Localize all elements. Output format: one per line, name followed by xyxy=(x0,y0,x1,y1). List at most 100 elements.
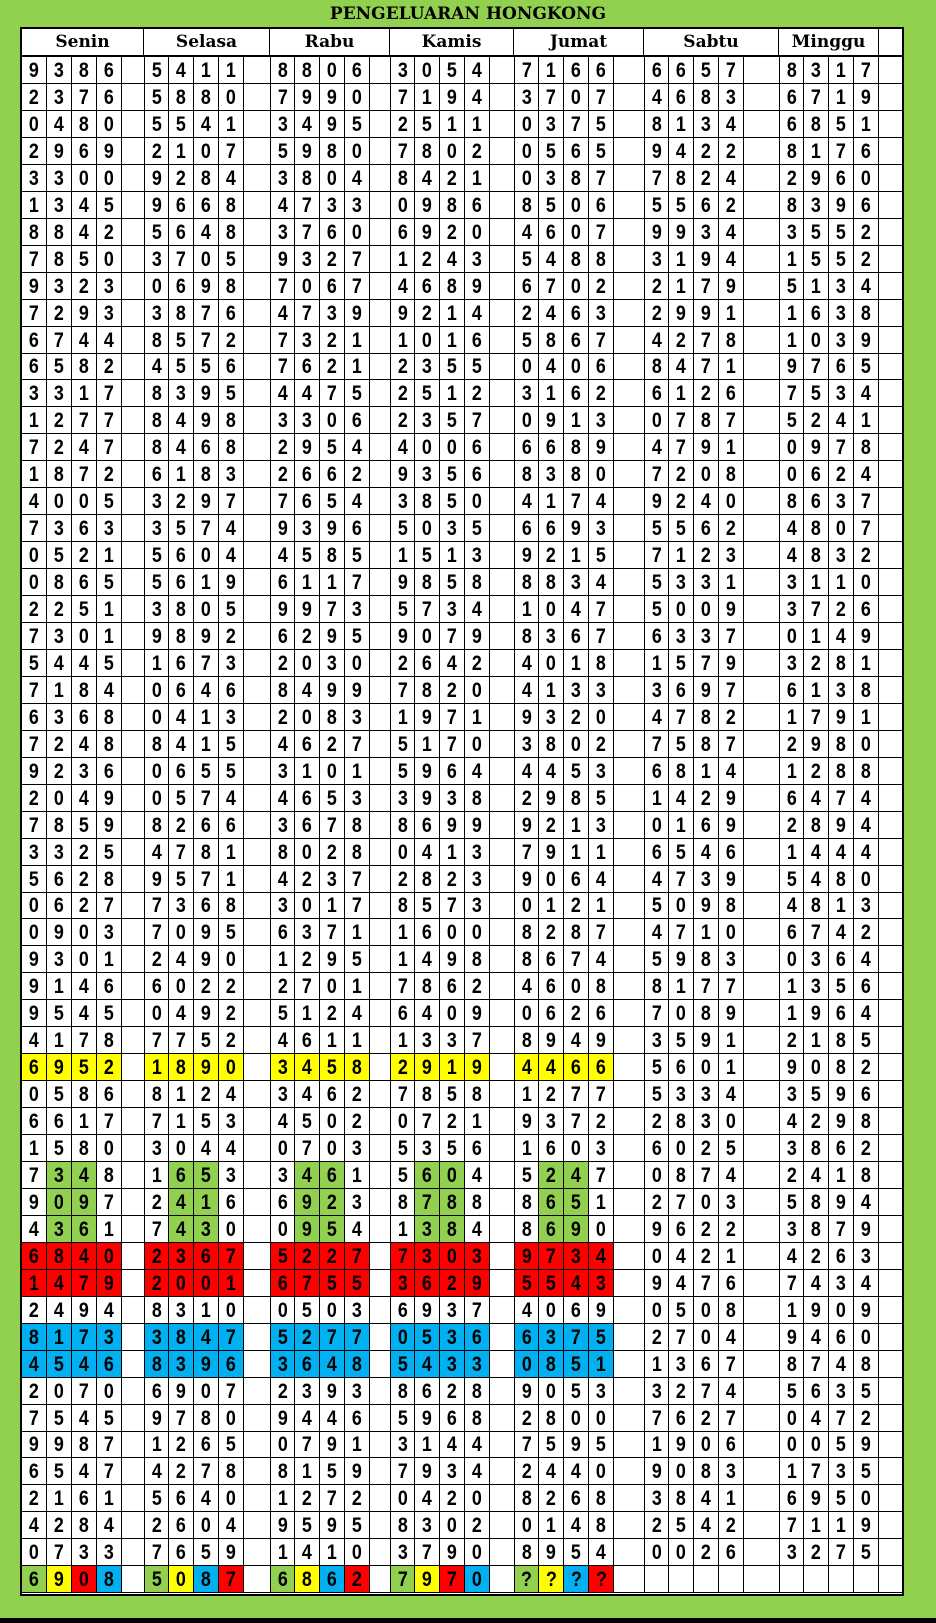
digit-cell: 4 xyxy=(71,1242,97,1269)
digit-cell: 9 xyxy=(514,1108,539,1135)
digit-cell: 7 xyxy=(668,407,694,434)
digit-cell: 8 xyxy=(693,83,719,110)
digit-cell: 7 xyxy=(319,1323,345,1350)
digit-cell: 7 xyxy=(538,272,564,299)
digit-cell: 3 xyxy=(96,919,122,946)
digit-cell: 8 xyxy=(319,137,345,164)
digit-cell: 6 xyxy=(344,1404,370,1431)
digit-cell: 2 xyxy=(344,1566,370,1593)
digit-cell: 8 xyxy=(144,1350,169,1377)
digit-cell: 2 xyxy=(168,164,194,191)
digit-cell: 1 xyxy=(270,946,295,973)
digit-cell: 8 xyxy=(144,1081,169,1108)
digit-cell: 9 xyxy=(344,676,370,703)
digit-cell: 2 xyxy=(96,1054,122,1081)
digit-cell: 8 xyxy=(96,1027,122,1054)
digit-cell: 1 xyxy=(514,1081,539,1108)
digit-cell: 7 xyxy=(344,1242,370,1269)
digit-cell: 2 xyxy=(779,811,804,838)
digit-cell: 1 xyxy=(563,811,589,838)
digit-cell: 6 xyxy=(439,1404,465,1431)
digit-cell: 6 xyxy=(644,838,669,865)
digit-cell: 7 xyxy=(588,622,614,649)
digit-cell: 4 xyxy=(588,488,614,515)
digit-cell: 0 xyxy=(588,703,614,730)
digit-cell: 4 xyxy=(294,1081,320,1108)
digit-cell: 7 xyxy=(828,1539,854,1566)
digit-cell: 3 xyxy=(414,1135,440,1161)
digit-cell: 3 xyxy=(71,757,97,784)
digit-cell: 0 xyxy=(22,892,47,919)
digit-cell: 9 xyxy=(294,1188,320,1215)
digit-cell: 6 xyxy=(644,380,669,407)
digit-cell: 4 xyxy=(588,865,614,892)
digit-cell: 5 xyxy=(193,757,219,784)
digit-cell: 9 xyxy=(414,1296,440,1323)
digit-cell: 4 xyxy=(514,1054,539,1081)
digit-cell: 4 xyxy=(218,784,244,811)
digit-cell: 8 xyxy=(390,892,415,919)
digit-cell: 7 xyxy=(588,218,614,245)
digit-cell: 3 xyxy=(693,865,719,892)
digit-cell: 3 xyxy=(828,542,854,569)
digit-cell: 7 xyxy=(193,1458,219,1485)
digit-cell: 5 xyxy=(294,1296,320,1323)
digit-cell: 4 xyxy=(270,380,295,407)
digit-cell: 4 xyxy=(71,1350,97,1377)
digit-cell: 4 xyxy=(718,218,744,245)
digit-cell: 4 xyxy=(96,326,122,353)
digit-cell: 7 xyxy=(693,1161,719,1188)
digit-cell: 8 xyxy=(22,218,47,245)
digit-cell: 4 xyxy=(168,434,194,461)
digit-cell: 9 xyxy=(828,703,854,730)
digit-cell: 3 xyxy=(319,865,345,892)
digit-cell: 4 xyxy=(464,83,490,110)
digit-cell: 6 xyxy=(718,1269,744,1296)
digit-cell: 8 xyxy=(464,1404,490,1431)
digit-cell: 2 xyxy=(718,191,744,218)
digit-cell: 9 xyxy=(439,811,465,838)
digit-cell: 8 xyxy=(390,1377,415,1404)
digit-cell: 0 xyxy=(538,649,564,676)
digit-cell: 5 xyxy=(644,515,669,542)
digit-cell: 4 xyxy=(644,83,669,110)
digit-cell: 6 xyxy=(563,326,589,353)
digit-cell: 5 xyxy=(779,407,804,434)
digit-cell: 3 xyxy=(538,1108,564,1135)
digit-cell: 5 xyxy=(514,245,539,272)
digit-cell: 2 xyxy=(439,1485,465,1512)
digit-cell: 0 xyxy=(319,973,345,1000)
digit-cell: 9 xyxy=(718,1000,744,1027)
digit-cell: 9 xyxy=(46,1566,72,1593)
digit-cell: 4 xyxy=(514,676,539,703)
digit-cell: 2 xyxy=(193,973,219,1000)
digit-cell: 8 xyxy=(693,1458,719,1485)
digit-cell: 2 xyxy=(144,1269,169,1296)
digit-cell: 5 xyxy=(414,380,440,407)
digit-cell: 9 xyxy=(853,1296,879,1323)
digit-cell: 6 xyxy=(828,946,854,973)
digit-cell: 7 xyxy=(168,245,194,272)
digit-cell: 4 xyxy=(71,218,97,245)
digit-cell: 5 xyxy=(144,57,169,83)
digit-cell: 6 xyxy=(144,1377,169,1404)
digit-cell: 2 xyxy=(22,1296,47,1323)
digit-cell: 7 xyxy=(439,622,465,649)
digit-cell: 0 xyxy=(71,1566,97,1593)
